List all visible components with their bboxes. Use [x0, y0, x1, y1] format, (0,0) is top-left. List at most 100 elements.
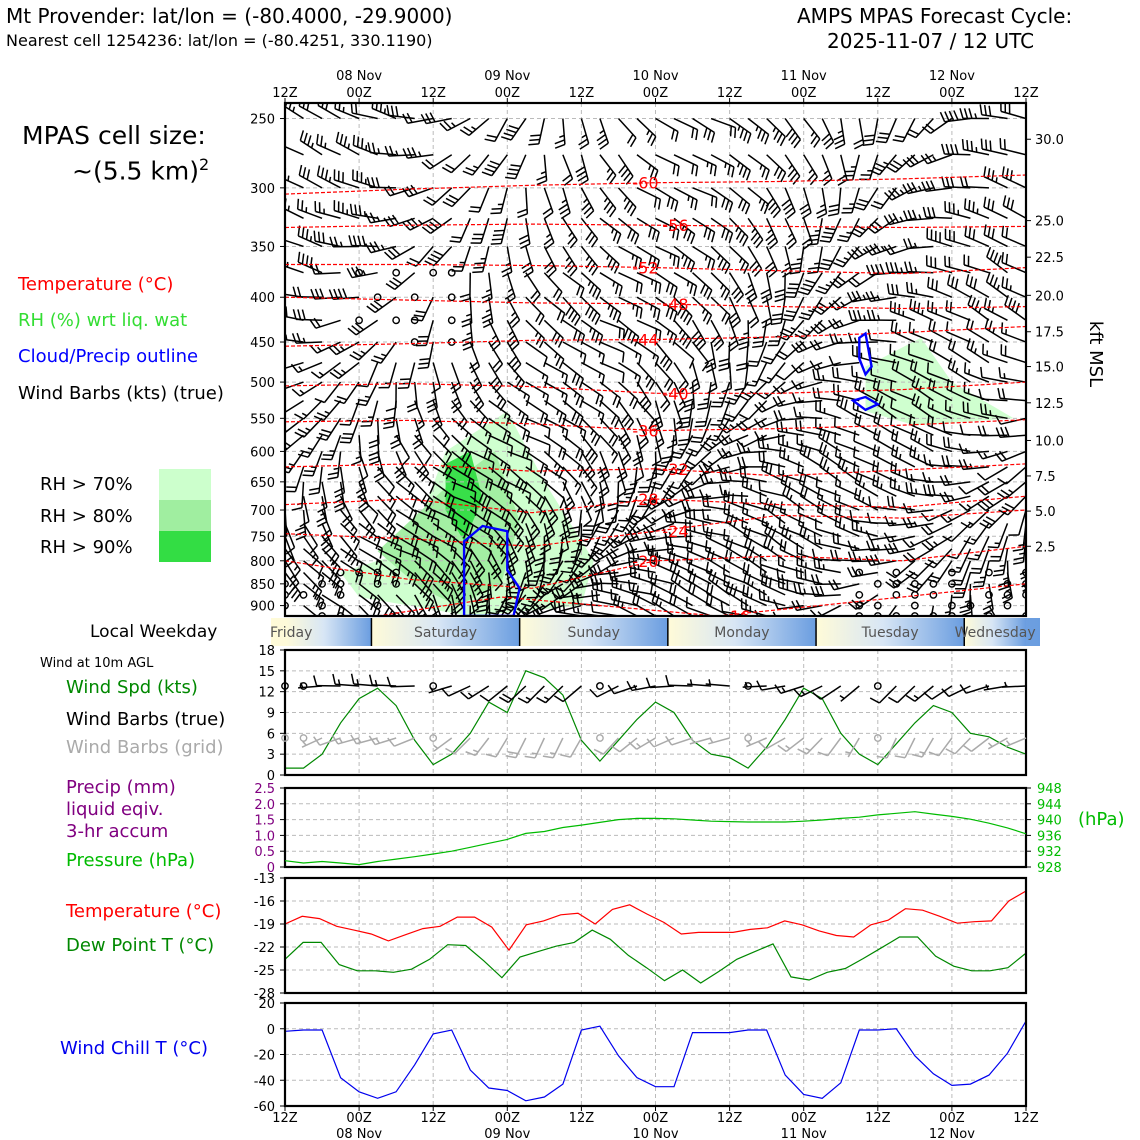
xs-barb-21 [285, 548, 301, 579]
xs-barb-846-full [815, 305, 826, 313]
xs-barb-988-half [912, 328, 915, 335]
xs-barb-388-full [505, 606, 517, 609]
xs-barb-595-staff [673, 319, 692, 341]
xs-barb-997 [905, 482, 934, 497]
xs-barb-1077-full [959, 424, 964, 435]
xs-barb-720-full [733, 516, 738, 528]
xs-barb-381-staff [525, 495, 546, 515]
xs-barb-828-full [797, 461, 800, 473]
xs-barb-1109-full [984, 498, 994, 507]
xs-barb-57-half [310, 142, 314, 149]
xs-barb-714-full [716, 449, 724, 459]
xs-barb-346-full [525, 395, 531, 407]
xs-barb-118-full [328, 289, 334, 300]
xs-barb-131 [358, 522, 381, 550]
xs-barb-925 [869, 154, 897, 176]
xs-barb-672-staff [729, 117, 752, 135]
xs-barb-992-half [918, 403, 922, 409]
xs-barb-658-staff [691, 450, 712, 470]
xs-barb-150-full [355, 402, 367, 407]
xs-barb-713-full [716, 436, 725, 446]
xs-barb-652-staff [710, 341, 717, 368]
xs-barb-320-full [506, 432, 511, 444]
xs-barb-171-full [365, 213, 372, 224]
xs-barb-144 [348, 235, 378, 248]
xs-barb-458 [580, 381, 604, 407]
xs-barb-452-full [585, 259, 593, 269]
xs-barb-106-full [358, 574, 364, 586]
xs-barb-227-full [406, 219, 415, 229]
xs-barb-246-full [441, 576, 449, 587]
xs-barb-600 [666, 418, 678, 449]
xs-barb-1120-staff [1000, 110, 1026, 120]
xs-barb-1114-full [998, 586, 1009, 591]
xs-barb-417 [516, 594, 545, 615]
xs-barb-273-full [464, 566, 471, 577]
xs-barb-1047-full [946, 378, 950, 390]
xs-barb-509-full [639, 283, 643, 295]
xs-barb-861-half [818, 538, 821, 545]
xs-barb-619 [692, 217, 716, 243]
xs-barb-384-full [526, 559, 536, 568]
xs-barb-80-calm [318, 579, 326, 588]
xs-barb-55-half [314, 626, 318, 631]
xs-barb-574-staff [654, 451, 658, 478]
xs-barb-680-full [718, 367, 729, 372]
xs-barb-101 [339, 495, 353, 528]
xs-barb-478 [599, 187, 617, 218]
xs-barb-375-full [539, 412, 545, 423]
xs-barb-715-half [723, 467, 728, 473]
xs-barb-839 [795, 614, 823, 616]
xs-barb-678 [728, 296, 741, 329]
xs-barb-1049-staff [944, 430, 971, 436]
xs-barb-134-staff [358, 560, 382, 576]
xs-barb-871-full [839, 234, 850, 239]
xs-barb-831-full [797, 502, 801, 514]
xs-barb-362 [494, 605, 508, 616]
xs-barb-368 [521, 246, 534, 278]
xs-barb-759-full [787, 241, 797, 250]
xs-barb-365-full [508, 168, 520, 172]
xs-barb-426-full [568, 309, 575, 320]
xs-barb-675-full [739, 233, 746, 244]
xs-barb-784-half [810, 131, 815, 137]
xs-barb-991-full [911, 375, 917, 386]
xs-barb-1036-full [944, 111, 950, 122]
xs-barb-257-calm [447, 268, 456, 277]
xs-barb-84-staff [317, 104, 341, 120]
xs-barb-532-full [650, 136, 657, 147]
xs-barb-231 [415, 320, 434, 347]
xs-barb-937-full [877, 413, 882, 425]
xs-barb-961-full [889, 343, 892, 355]
xs-barb-435-full [575, 485, 582, 496]
xs-barb-1093-full [980, 138, 983, 150]
xs-barb-726-staff [725, 590, 749, 607]
xs-barb-365-full [510, 164, 521, 167]
xs-barb-967 [891, 444, 916, 468]
xs-barb-810-staff [777, 604, 804, 610]
xs-barb-326-half [504, 521, 508, 528]
xs-barb-357-full [504, 568, 515, 576]
xs-barb-681-full [721, 387, 732, 393]
xs-barb-1094-full [987, 168, 991, 179]
xs-barb-683-staff [720, 400, 731, 426]
xs-barb-133-full [378, 561, 383, 573]
xs-barb-553-full [609, 548, 618, 558]
xs-barb-653 [707, 362, 718, 394]
xs-barb-1130-staff [1000, 376, 1026, 383]
rh-level-90-label: RH > 90% [40, 537, 133, 558]
xs-barb-318-half [496, 394, 501, 400]
xs-barb-790-full [783, 314, 795, 318]
xs-barb-536 [636, 245, 660, 271]
xs-barb-1061-staff [969, 594, 974, 616]
xs-barb-867-full [812, 625, 821, 635]
xs-barb-169-full [367, 142, 371, 153]
xs-barb-838-full [791, 600, 798, 611]
xs-barb-518-full [616, 471, 626, 479]
xs-barb-802-staff [782, 493, 805, 511]
xs-barb-1125-staff [1001, 261, 1026, 274]
xs-barb-172-full [373, 241, 381, 251]
xs-barb-1078 [958, 443, 990, 455]
xs-barb-56-full [302, 103, 307, 109]
xs-barb-13-full [263, 435, 270, 445]
